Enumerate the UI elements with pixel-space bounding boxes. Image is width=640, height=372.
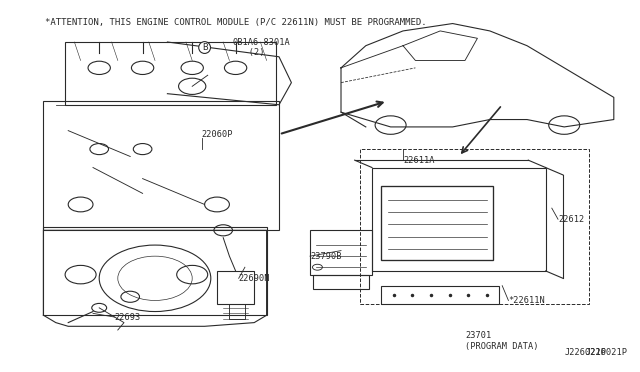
Text: 22611A: 22611A [403,155,435,165]
Text: 23790B: 23790B [310,251,342,261]
Text: 22060P: 22060P [202,130,233,139]
Text: *22611N: *22611N [508,296,545,305]
Text: 22693: 22693 [115,312,141,321]
Text: *ATTENTION, THIS ENGINE CONTROL MODULE (P/C 22611N) MUST BE PROGRAMMED.: *ATTENTION, THIS ENGINE CONTROL MODULE (… [45,18,426,27]
Text: 23701
(PROGRAM DATA): 23701 (PROGRAM DATA) [465,331,538,351]
Text: 22612: 22612 [558,215,584,224]
Text: 22690N: 22690N [239,274,270,283]
Text: J226021P: J226021P [565,348,607,357]
Text: B: B [202,43,207,52]
Text: 0B1A6-8301A
   (2): 0B1A6-8301A (2) [232,38,291,57]
Text: J226021P: J226021P [586,348,628,357]
